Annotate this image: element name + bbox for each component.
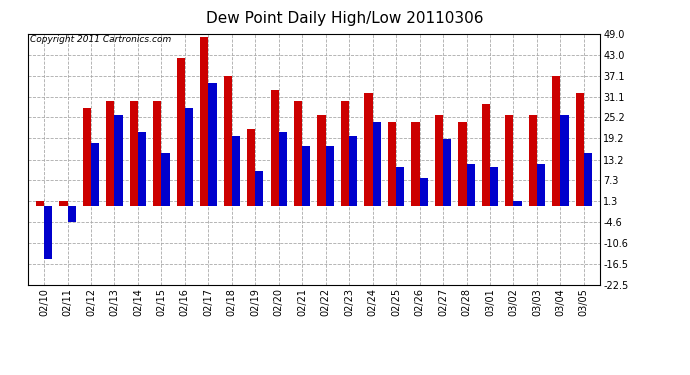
Bar [83, 108, 91, 206]
Bar [317, 115, 326, 206]
Bar [364, 93, 373, 206]
Text: Dew Point Daily High/Low 20110306: Dew Point Daily High/Low 20110306 [206, 11, 484, 26]
Bar [537, 164, 545, 206]
Bar [326, 146, 334, 206]
Bar [270, 90, 279, 206]
Bar [232, 136, 240, 206]
Bar [435, 115, 443, 206]
Bar [177, 58, 185, 206]
Bar [153, 100, 161, 206]
Bar [584, 153, 592, 206]
Bar [224, 76, 232, 206]
Bar [200, 37, 208, 206]
Bar [458, 122, 466, 206]
Bar [575, 93, 584, 206]
Bar [552, 76, 560, 206]
Bar [302, 146, 311, 206]
Bar [44, 206, 52, 259]
Bar [130, 100, 138, 206]
Bar [490, 167, 498, 206]
Bar [106, 100, 115, 206]
Bar [482, 104, 490, 206]
Bar [341, 100, 349, 206]
Bar [208, 83, 217, 206]
Bar [91, 142, 99, 206]
Bar [185, 108, 193, 206]
Bar [59, 201, 68, 206]
Bar [529, 115, 537, 206]
Bar [396, 167, 404, 206]
Bar [349, 136, 357, 206]
Bar [247, 129, 255, 206]
Bar [466, 164, 475, 206]
Bar [294, 100, 302, 206]
Bar [513, 201, 522, 206]
Bar [560, 115, 569, 206]
Bar [36, 201, 44, 206]
Bar [420, 178, 428, 206]
Bar [443, 139, 451, 206]
Bar [161, 153, 170, 206]
Bar [68, 206, 76, 222]
Bar [388, 122, 396, 206]
Bar [373, 122, 381, 206]
Bar [138, 132, 146, 206]
Bar [255, 171, 264, 206]
Bar [115, 115, 123, 206]
Bar [279, 132, 287, 206]
Bar [411, 122, 420, 206]
Text: Copyright 2011 Cartronics.com: Copyright 2011 Cartronics.com [30, 35, 172, 44]
Bar [505, 115, 513, 206]
